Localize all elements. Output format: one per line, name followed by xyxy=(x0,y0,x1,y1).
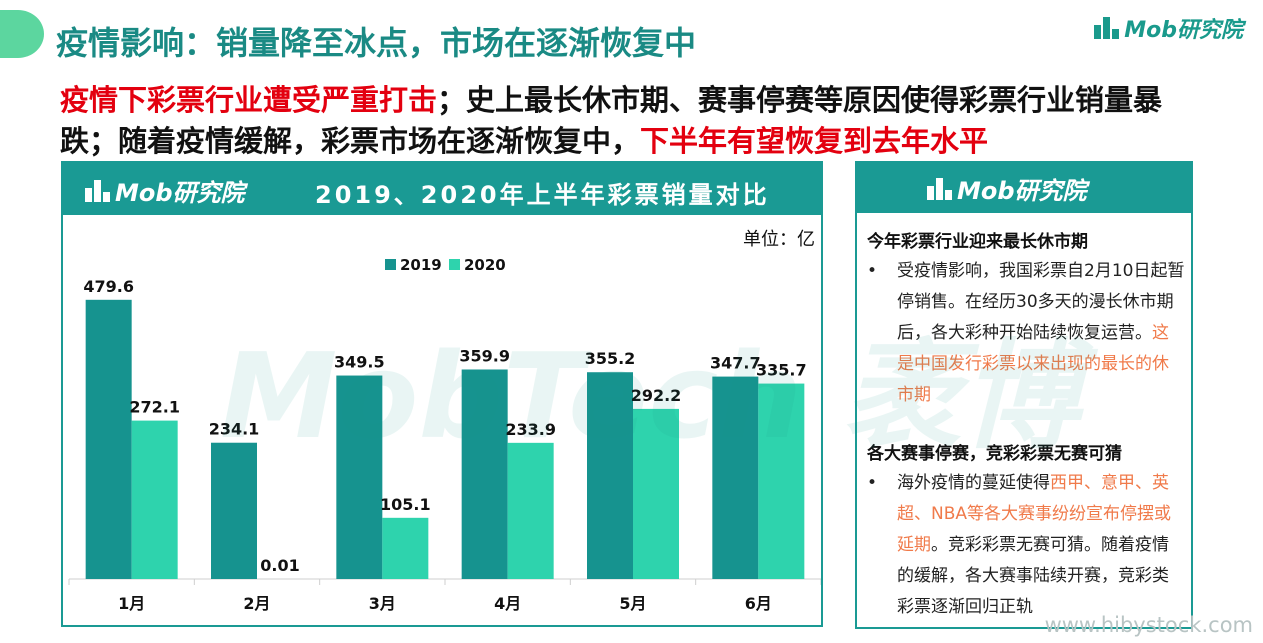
unit-label: 单位：亿 xyxy=(743,229,815,250)
bar-2019-5 xyxy=(587,372,633,579)
x-tick-label: 4月 xyxy=(494,594,521,613)
section-1-bullet: • 受疫情影响，我国彩票自2月10日起暂停销售。在经历30多天的漫长休市期后，各… xyxy=(867,256,1185,411)
headline-highlight-1: 疫情下彩票行业遭受严重打击 xyxy=(60,83,438,117)
title-decoration xyxy=(0,10,44,58)
side-panel-header: Mob研究院 xyxy=(857,163,1191,213)
data-label: 233.9 xyxy=(505,420,556,439)
section-2-bullet: • 海外疫情的蔓延使得西甲、意甲、英超、NBA等各大赛事纷纷宣布停摆或延期。竞彩… xyxy=(867,468,1185,623)
section-2-text: 海外疫情的蔓延使得西甲、意甲、英超、NBA等各大赛事纷纷宣布停摆或延期。竞彩彩票… xyxy=(897,468,1185,623)
section-2-body-b: 。竞彩彩票无赛可猜。随着疫情的缓解，各大赛事陆续开赛，竞彩类彩票逐渐回归正轨 xyxy=(897,535,1169,617)
corner-watermark: www.hibystock.com xyxy=(1044,613,1253,637)
brand-name: Mob研究院 xyxy=(1124,18,1243,43)
bar-2020-1 xyxy=(131,420,178,579)
chart-title: 2019、2020年上半年彩票销量对比 xyxy=(315,181,770,209)
data-label: 105.1 xyxy=(380,495,431,514)
bar-2020-6 xyxy=(758,383,805,579)
section-1-body: 受疫情影响，我国彩票自2月10日起暂停销售。在经历30多天的漫长休市期后，各大彩… xyxy=(897,261,1185,343)
brand-logo-icon xyxy=(1094,17,1120,39)
section-1-highlight: 这是中国发行彩票以来出现的最长的休市期 xyxy=(897,323,1169,405)
data-label: 292.2 xyxy=(631,386,682,405)
bar-2020-4 xyxy=(507,442,554,579)
legend-label: 2019 xyxy=(400,256,442,274)
section-1-title: 今年彩票行业迎来最长休市期 xyxy=(867,232,1088,252)
bar-chart: 479.6 272.1 1月 234.1 0.01 2月 349.5 105.1 3月 359.9… xyxy=(68,256,821,613)
chart-panel: Mob研究院 2019、2020年上半年彩票销量对比 单位：亿 479.6 272… xyxy=(61,161,823,627)
data-label: 359.9 xyxy=(459,346,510,365)
brand-logo: Mob研究院 xyxy=(1094,14,1243,43)
side-panel: Mob研究院 今年彩票行业迎来最长休市期 • 受疫情影响，我国彩票自2月10日起… xyxy=(855,161,1193,629)
bar-2020-3 xyxy=(382,517,429,579)
bar-2019-4 xyxy=(461,369,508,579)
section-2-body-a: 海外疫情的蔓延使得 xyxy=(897,473,1050,493)
section-2-highlight: 西甲、意甲、英超、NBA等各大赛事纷纷宣布停摆或延期 xyxy=(897,473,1172,555)
data-label: 0.01 xyxy=(260,556,299,575)
brand-name: Mob研究院 xyxy=(957,177,1087,205)
chart-header: Mob研究院 2019、2020年上半年彩票销量对比 xyxy=(63,163,821,215)
bar-2019-2 xyxy=(211,442,257,579)
x-tick-label: 3月 xyxy=(369,594,396,613)
bullet-icon: • xyxy=(867,261,878,281)
brand-logo-icon xyxy=(927,177,953,200)
x-tick-label: 5月 xyxy=(619,594,646,613)
side-header-logo: Mob研究院 xyxy=(927,171,1087,206)
data-label: 234.1 xyxy=(209,420,260,439)
bullet-icon: • xyxy=(867,473,878,493)
bar-2019-3 xyxy=(336,375,383,579)
headline-body: ；史上最长休市期、赛事停赛等原因使得彩票行业销量暴跌；随着疫情缓解，彩票市场在逐… xyxy=(60,83,1163,158)
bar-2020-5 xyxy=(633,408,679,579)
x-tick-label: 2月 xyxy=(243,594,270,613)
data-label: 347.7 xyxy=(710,354,761,373)
section-1-text: 受疫情影响，我国彩票自2月10日起暂停销售。在经历30多天的漫长休市期后，各大彩… xyxy=(897,256,1185,411)
x-tick-label: 6月 xyxy=(745,594,772,613)
headline-highlight-2: 下半年有望恢复到去年水平 xyxy=(640,124,989,158)
title-bar: 疫情影响：销量降至冰点，市场在逐渐恢复中 Mob研究院 xyxy=(0,10,1263,65)
headline-summary: 疫情下彩票行业遭受严重打击；史上最长休市期、赛事停赛等原因使得彩票行业销量暴跌；… xyxy=(60,80,1210,162)
data-label: 479.6 xyxy=(83,277,134,296)
legend-swatch-2019 xyxy=(385,259,396,270)
brand-name: Mob研究院 xyxy=(115,179,245,207)
bar-2019-6 xyxy=(712,376,759,579)
data-label: 272.1 xyxy=(129,398,180,417)
data-label: 355.2 xyxy=(585,349,636,368)
side-panel-body: 今年彩票行业迎来最长休市期 • 受疫情影响，我国彩票自2月10日起暂停销售。在经… xyxy=(867,221,1185,623)
legend-label: 2020 xyxy=(464,256,506,274)
page-title: 疫情影响：销量降至冰点，市场在逐渐恢复中 xyxy=(56,24,697,62)
brand-logo-icon xyxy=(85,179,111,202)
legend-swatch-2020 xyxy=(449,259,460,270)
data-label: 335.7 xyxy=(756,361,807,380)
section-2-title: 各大赛事停赛，竞彩彩票无赛可猜 xyxy=(867,444,1122,464)
x-tick-label: 1月 xyxy=(118,594,145,613)
chart-header-logo: Mob研究院 xyxy=(85,173,245,208)
data-label: 349.5 xyxy=(334,353,385,372)
bar-2019-1 xyxy=(85,299,132,579)
